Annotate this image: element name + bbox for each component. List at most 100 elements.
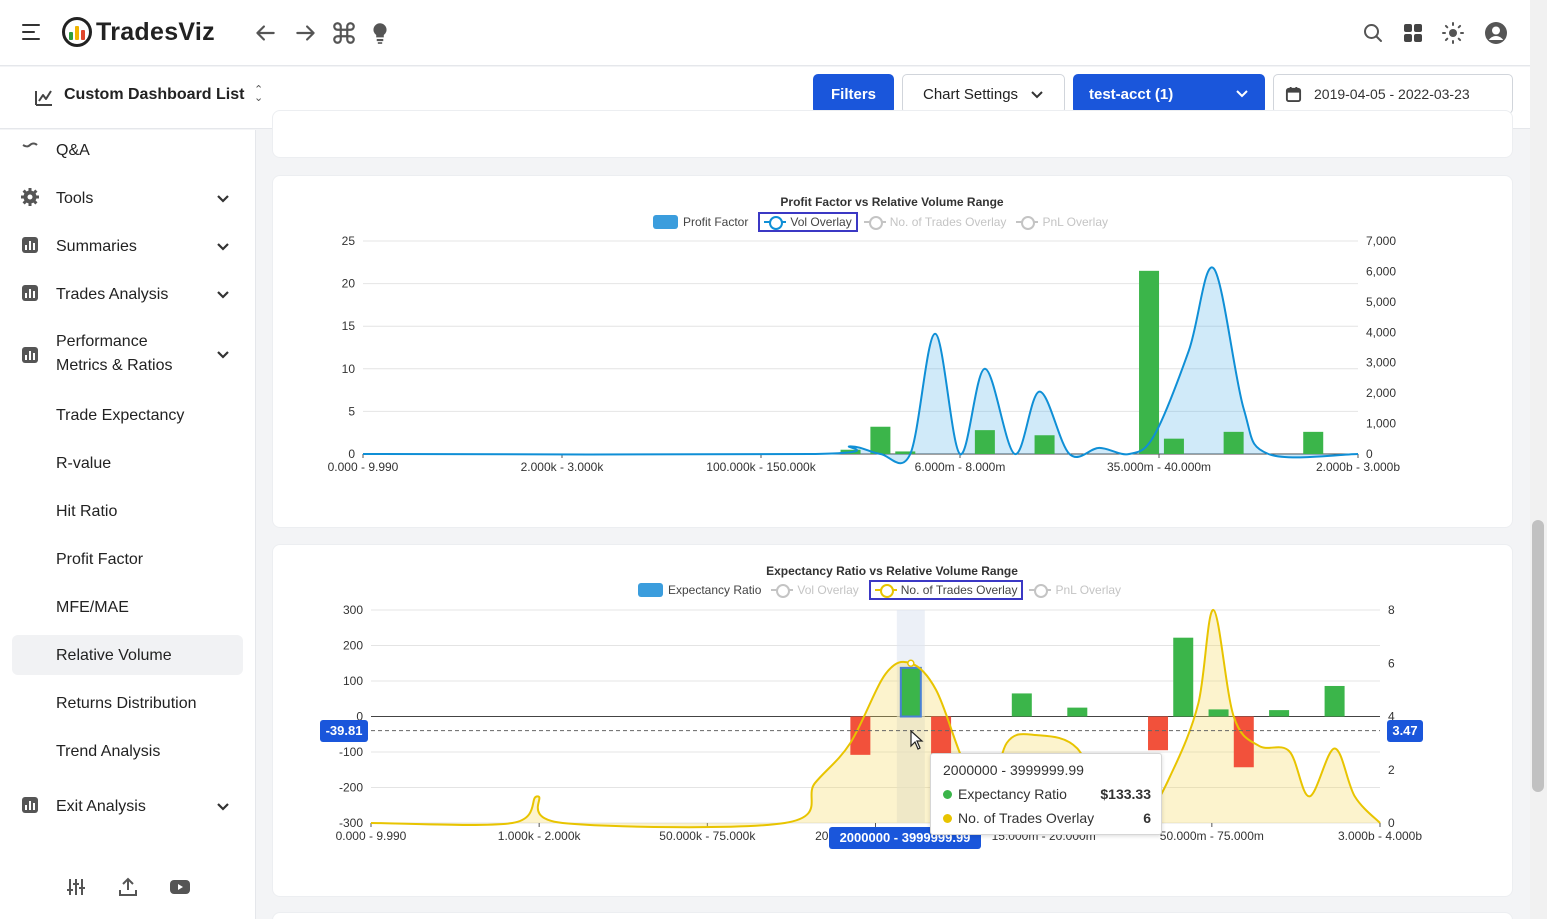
y2-tick-label: 3,000 bbox=[1366, 356, 1396, 370]
chart-legend: Profit Factor Vol Overlay No. of Trades … bbox=[653, 212, 1118, 232]
legend-line-marker bbox=[771, 583, 794, 598]
overlay-line bbox=[370, 608, 1381, 829]
sidebar-subitem-r-value[interactable]: R-value bbox=[56, 455, 112, 472]
sidebar-item-trades-analysis[interactable]: Trades Analysis bbox=[0, 283, 256, 307]
y-tick-label: 25 bbox=[342, 234, 356, 248]
chart-settings-label: Chart Settings bbox=[923, 85, 1019, 103]
legend-item-pnl-overlay[interactable]: PnL Overlay bbox=[1016, 215, 1108, 230]
legend-item-trades-overlay[interactable]: No. of Trades Overlay bbox=[868, 580, 1024, 600]
dashboard-list-title[interactable]: Custom Dashboard List bbox=[64, 86, 245, 103]
overlay-line bbox=[362, 266, 1359, 465]
sun-theme-icon[interactable] bbox=[1441, 21, 1465, 45]
bar bbox=[1034, 435, 1055, 454]
overlay-area bbox=[363, 267, 1358, 464]
profit-factor-chart[interactable]: 0 5 10 15 20 25 0 1,000 2,000 3,000 4,000 5,000 6,00… bbox=[272, 230, 1512, 480]
upload-icon[interactable] bbox=[117, 876, 139, 898]
chevron-down-icon bbox=[1236, 90, 1248, 98]
apps-grid-icon[interactable] bbox=[1401, 21, 1425, 45]
bar bbox=[1324, 685, 1345, 717]
x-tick-label: 35.000m - 40.000m bbox=[1107, 460, 1211, 474]
sidebar-item-label: Trades Analysis bbox=[56, 286, 169, 303]
sidebar-item-label-line2: Metrics & Ratios bbox=[56, 357, 173, 374]
legend-label: PnL Overlay bbox=[1055, 583, 1122, 597]
chevron-down-icon bbox=[217, 803, 229, 811]
sidebar-item-qa[interactable]: Q&A bbox=[0, 139, 256, 163]
sidebar-subitem-hit-ratio[interactable]: Hit Ratio bbox=[56, 503, 118, 520]
menu-toggle-icon[interactable] bbox=[22, 24, 40, 40]
legend-item-pnl-overlay[interactable]: PnL Overlay bbox=[1029, 583, 1122, 598]
bar bbox=[1067, 707, 1088, 717]
lightbulb-icon[interactable] bbox=[367, 20, 393, 46]
x-tick-label: 2.000k - 3.000k bbox=[521, 460, 605, 474]
youtube-icon[interactable] bbox=[169, 876, 191, 898]
y-tick-label: 100 bbox=[343, 674, 363, 688]
chart-legend: Expectancy Ratio Vol Overlay No. of Trad… bbox=[638, 580, 1131, 600]
sliders-icon[interactable] bbox=[65, 876, 87, 898]
sidebar-item-label-line1: Performance bbox=[56, 333, 148, 350]
legend-label: Vol Overlay bbox=[797, 583, 859, 597]
legend-item-vol-overlay[interactable]: Vol Overlay bbox=[758, 212, 858, 232]
y2-tick-label: 4,000 bbox=[1366, 325, 1396, 339]
sort-toggle-icon[interactable]: ⌃ ⌄ bbox=[254, 84, 264, 104]
search-icon[interactable] bbox=[1361, 21, 1385, 45]
chart-line-icon bbox=[35, 90, 52, 106]
sidebar-item-label: Summaries bbox=[56, 238, 137, 255]
legend-item-trades-overlay[interactable]: No. of Trades Overlay bbox=[863, 215, 1007, 230]
forward-arrow-icon[interactable] bbox=[293, 20, 319, 46]
profit-factor-card bbox=[272, 175, 1513, 528]
overlay-area bbox=[371, 609, 1380, 828]
sidebar-item-tools[interactable]: Tools bbox=[0, 187, 256, 211]
chart-settings-button[interactable]: Chart Settings bbox=[902, 74, 1065, 114]
y-crosshair-label-left: -39.81 bbox=[320, 720, 368, 742]
date-range-picker[interactable]: 2019-04-05 - 2022-03-23 bbox=[1273, 74, 1513, 114]
back-arrow-icon[interactable] bbox=[252, 20, 278, 46]
y2-tick-label: 0 bbox=[1366, 447, 1373, 461]
app-logo[interactable]: TradesViz bbox=[62, 17, 215, 47]
calendar-icon bbox=[1285, 86, 1302, 103]
mouse-cursor-icon bbox=[910, 730, 924, 750]
y2-tick-label: 6 bbox=[1388, 656, 1395, 670]
y2-tick-label: 4 bbox=[1388, 710, 1395, 724]
legend-item-vol-overlay[interactable]: Vol Overlay bbox=[771, 583, 859, 598]
legend-label: No. of Trades Overlay bbox=[889, 215, 1007, 229]
sidebar-item-performance-metrics[interactable]: Performance Metrics & Ratios bbox=[0, 331, 256, 379]
legend-label: Profit Factor bbox=[683, 215, 749, 229]
x-tick-label: 1.000k - 2.000k bbox=[498, 829, 582, 843]
command-icon[interactable] bbox=[331, 20, 357, 46]
date-range-value: 2019-04-05 - 2022-03-23 bbox=[1314, 86, 1470, 102]
sidebar-item-label: Exit Analysis bbox=[56, 798, 146, 815]
y2-tick-label: 2,000 bbox=[1366, 386, 1396, 400]
account-select[interactable]: test-acct (1) bbox=[1073, 74, 1265, 114]
bar bbox=[899, 666, 922, 718]
bar bbox=[931, 716, 952, 763]
sidebar-subitem-relative-volume[interactable]: Relative Volume bbox=[56, 647, 172, 664]
sidebar-subitem-returns-distribution[interactable]: Returns Distribution bbox=[56, 695, 197, 712]
sidebar-item-summaries[interactable]: Summaries bbox=[0, 235, 256, 259]
chevron-down-icon bbox=[217, 291, 229, 299]
tooltip-label: No. of Trades Overlay bbox=[958, 810, 1095, 826]
filters-button[interactable]: Filters bbox=[813, 74, 894, 114]
bar bbox=[850, 716, 871, 755]
y-tick-label: -100 bbox=[339, 745, 363, 759]
scrollbar-thumb[interactable] bbox=[1532, 520, 1544, 792]
chart-title: Profit Factor vs Relative Volume Range bbox=[780, 195, 1004, 209]
sidebar-item-label: Tools bbox=[56, 190, 94, 207]
x-tick-label: 100.000k - 150.000k bbox=[706, 460, 816, 474]
legend-item-expectancy-ratio[interactable]: Expectancy Ratio bbox=[638, 583, 761, 597]
sidebar-subitem-mfe-mae[interactable]: MFE/MAE bbox=[56, 599, 129, 616]
bar-chart-icon bbox=[22, 797, 38, 813]
sidebar-subitem-trend-analysis[interactable]: Trend Analysis bbox=[56, 743, 161, 760]
y2-tick-label: 6,000 bbox=[1366, 264, 1396, 278]
sidebar-item-label: Q&A bbox=[56, 142, 90, 159]
bar bbox=[1163, 438, 1184, 454]
sidebar-item-exit-analysis[interactable]: Exit Analysis bbox=[0, 795, 256, 819]
bar bbox=[870, 426, 891, 454]
legend-item-profit-factor[interactable]: Profit Factor bbox=[653, 215, 748, 229]
user-avatar-icon[interactable] bbox=[1484, 21, 1508, 45]
tooltip-title: 2000000 - 3999999.99 bbox=[943, 762, 1084, 778]
bar bbox=[1011, 693, 1032, 717]
expectancy-ratio-chart[interactable]: -300 -200 -100 0 100 200 300 0 2 4 6 8 0.000 - 9.990… bbox=[272, 598, 1512, 853]
sidebar-subitem-trade-expectancy[interactable]: Trade Expectancy bbox=[56, 407, 185, 424]
sidebar-subitem-profit-factor[interactable]: Profit Factor bbox=[56, 551, 144, 568]
bar-chart-icon bbox=[22, 237, 38, 253]
